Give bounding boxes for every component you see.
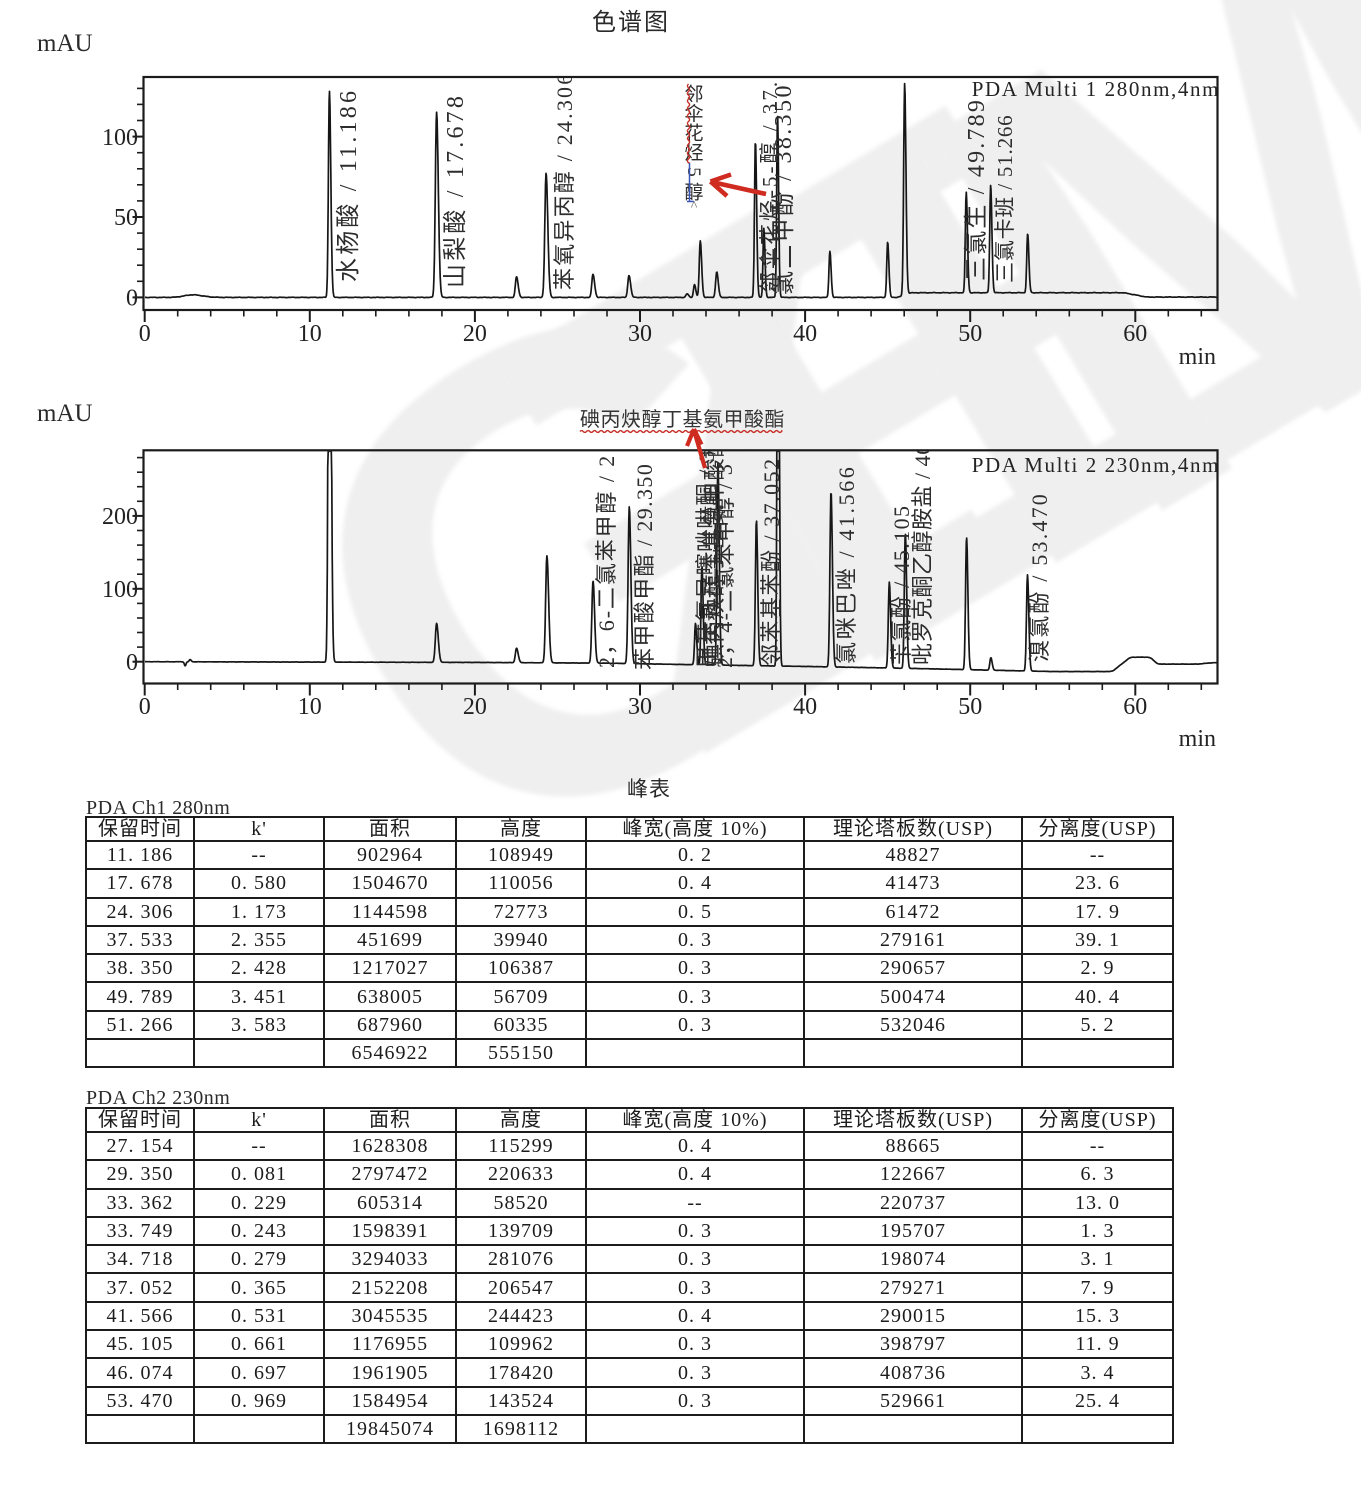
svg-text:邻苯基苯酚 / 37.052: 邻苯基苯酚 / 37.052 (759, 457, 784, 666)
svg-text:50: 50 (958, 694, 982, 720)
svg-text:2，4-二氯苯甲醇 / 3: 2，4-二氯苯甲醇 / 3 (712, 463, 737, 668)
svg-text:200: 200 (102, 504, 138, 530)
svg-text:2，6-二氯苯甲醇 / 2: 2，6-二氯苯甲醇 / 2 (594, 454, 619, 668)
svg-text:水杨酸 / 11.186: 水杨酸 / 11.186 (335, 88, 362, 282)
svg-text:花: 花 (684, 123, 703, 145)
svg-text:40: 40 (793, 321, 817, 347)
svg-text:邻伞花烃-5-醇 / 37.: 邻伞花烃-5-醇 / 37. (758, 79, 782, 293)
svg-text:吡罗克酮乙醇胺盐 / 46: 吡罗克酮乙醇胺盐 / 46 (910, 443, 935, 665)
svg-text:0: 0 (126, 650, 138, 676)
svg-text:0: 0 (126, 286, 138, 312)
svg-text:0: 0 (139, 321, 151, 347)
svg-text:40: 40 (793, 694, 817, 720)
svg-text:苄氯酚 / 45.105: 苄氯酚 / 45.105 (889, 505, 914, 665)
svg-text:100: 100 (102, 125, 138, 151)
svg-text:60: 60 (1123, 321, 1147, 347)
svg-text:0: 0 (139, 694, 151, 720)
svg-text:20: 20 (463, 694, 487, 720)
svg-text:碘丙炔醇丁基氨甲酸酯: 碘丙炔醇丁基氨甲酸酯 (580, 408, 785, 431)
svg-text:10: 10 (298, 694, 322, 720)
svg-text:5: 5 (683, 167, 704, 177)
svg-text:三氯生 / 49.789: 三氯生 / 49.789 (963, 98, 990, 281)
svg-text:溴氯酚 / 53.470: 溴氯酚 / 53.470 (1027, 492, 1052, 662)
svg-text:苯甲酸甲酯 / 29.350: 苯甲酸甲酯 / 29.350 (632, 463, 657, 670)
svg-text:PDA Multi 1 280nm,4nm: PDA Multi 1 280nm,4nm (972, 77, 1220, 101)
svg-text:^: ^ (691, 199, 698, 214)
svg-text:碘丙炔醇丁基氨甲酸酯: 碘丙炔醇丁基氨甲酸酯 (702, 434, 727, 666)
svg-text:PDA Multi 2 230nm,4nm: PDA Multi 2 230nm,4nm (972, 453, 1220, 477)
svg-text:山梨酸 / 17.678: 山梨酸 / 17.678 (442, 93, 469, 288)
svg-text:氯二甲酚 / 38.350: 氯二甲酚 / 38.350 (770, 83, 797, 295)
svg-text:min: min (1179, 726, 1216, 752)
svg-text:mAU: mAU (37, 400, 93, 427)
svg-text:50: 50 (114, 205, 138, 231)
svg-text:苯氧异丙醇 / 24.306: 苯氧异丙醇 / 24.306 (552, 72, 577, 290)
svg-text:氯咪巴唑 / 41.566: 氯咪巴唑 / 41.566 (834, 465, 859, 664)
svg-text:甲基氯异噻唑啉酮 / 3: 甲基氯异噻唑啉酮 / 3 (694, 449, 719, 668)
svg-text:50: 50 (958, 321, 982, 347)
svg-text:mAU: mAU (37, 30, 93, 57)
svg-text:100: 100 (102, 577, 138, 603)
svg-text:min: min (1179, 344, 1216, 370)
svg-text:10: 10 (298, 321, 322, 347)
svg-text:30: 30 (628, 321, 652, 347)
svg-text:三氯卡班 / 51.266: 三氯卡班 / 51.266 (993, 115, 1017, 283)
svg-text:30: 30 (628, 694, 652, 720)
svg-text:60: 60 (1123, 694, 1147, 720)
svg-text:20: 20 (463, 321, 487, 347)
